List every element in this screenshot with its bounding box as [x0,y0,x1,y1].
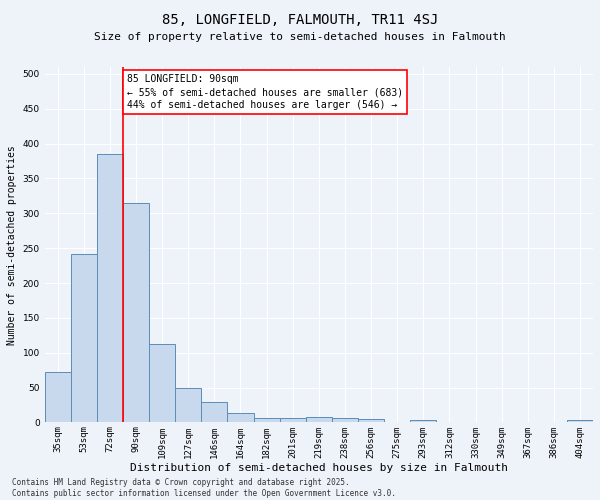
Bar [149,344,175,422]
Bar [306,417,332,422]
Bar [175,388,202,422]
Bar [123,203,149,422]
Bar [97,154,123,422]
Bar [280,418,306,422]
Bar [44,372,71,422]
Bar [254,418,280,422]
Bar [71,254,97,422]
Text: 85, LONGFIELD, FALMOUTH, TR11 4SJ: 85, LONGFIELD, FALMOUTH, TR11 4SJ [162,12,438,26]
Bar [227,414,254,422]
X-axis label: Distribution of semi-detached houses by size in Falmouth: Distribution of semi-detached houses by … [130,463,508,473]
Bar [332,418,358,422]
Text: 85 LONGFIELD: 90sqm
← 55% of semi-detached houses are smaller (683)
44% of semi-: 85 LONGFIELD: 90sqm ← 55% of semi-detach… [127,74,403,110]
Text: Contains HM Land Registry data © Crown copyright and database right 2025.
Contai: Contains HM Land Registry data © Crown c… [12,478,396,498]
Bar [567,420,593,422]
Text: Size of property relative to semi-detached houses in Falmouth: Size of property relative to semi-detach… [94,32,506,42]
Y-axis label: Number of semi-detached properties: Number of semi-detached properties [7,145,17,344]
Bar [202,402,227,422]
Bar [358,419,384,422]
Bar [410,420,436,422]
